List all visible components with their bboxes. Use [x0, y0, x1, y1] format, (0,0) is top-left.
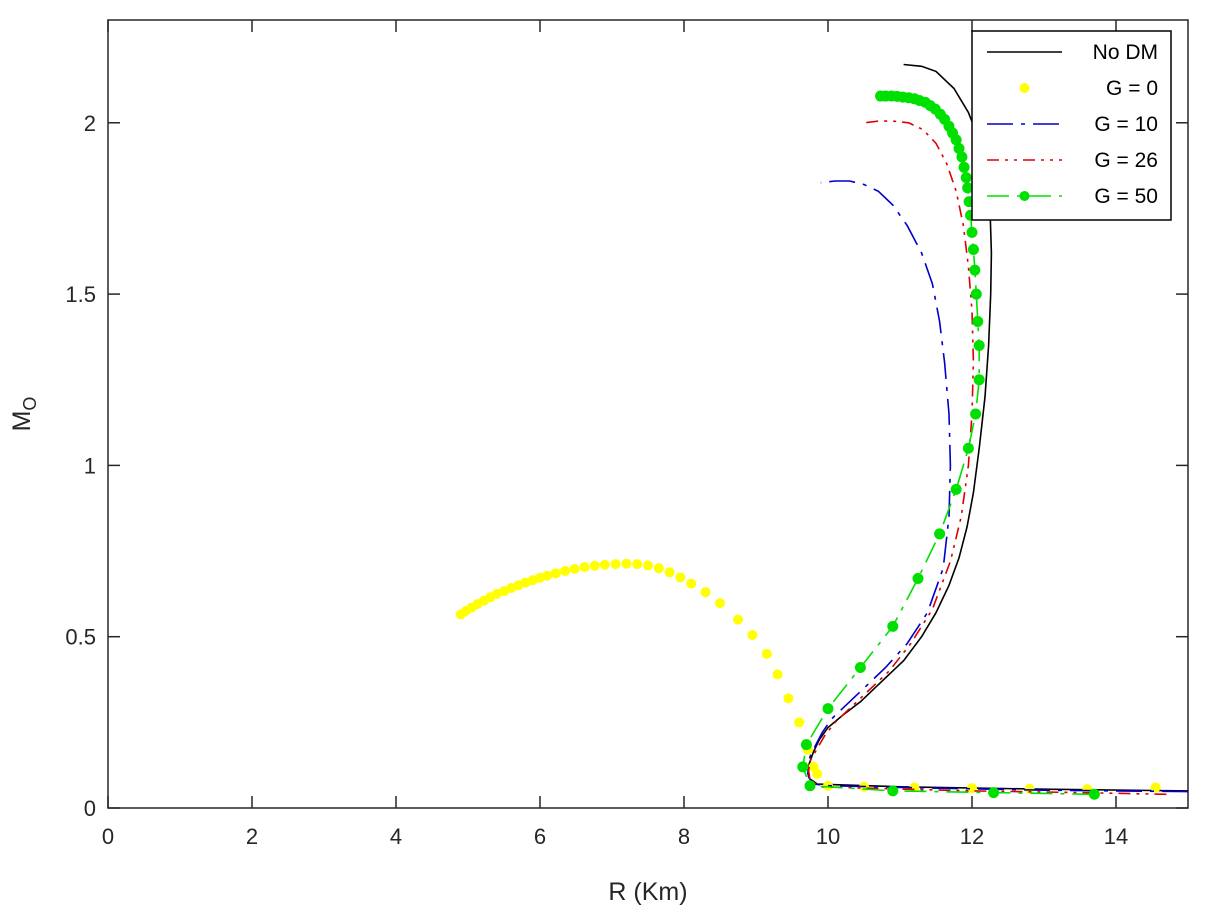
- y-axis-label: MO: [8, 397, 40, 432]
- x-tick-label: 4: [390, 824, 402, 849]
- data-point: [761, 648, 772, 659]
- legend-marker: [1019, 191, 1030, 201]
- data-point: [912, 572, 924, 584]
- data-point: [560, 565, 571, 576]
- data-point: [599, 559, 610, 570]
- data-point: [610, 559, 621, 570]
- data-point: [733, 614, 743, 625]
- axis-ticks: [107, 20, 1188, 809]
- data-point: [1150, 782, 1161, 793]
- legend-label: G = 50: [1094, 185, 1158, 208]
- data-point: [962, 182, 974, 194]
- data-point: [675, 572, 686, 583]
- axis-tick-labels: 0 2 4 6 8 10 12 14 0 0.5 1 1.5 2: [65, 111, 1128, 849]
- data-point: [783, 693, 794, 704]
- data-point: [966, 226, 978, 238]
- y-tick-label: 0: [84, 796, 96, 821]
- data-point: [664, 567, 675, 578]
- legend-item: No DM: [987, 41, 1158, 64]
- data-point: [887, 620, 899, 632]
- y-axis-label-subscript: O: [20, 397, 40, 411]
- data-point: [1024, 783, 1035, 794]
- y-tick-label: 1: [84, 453, 96, 478]
- data-point: [794, 717, 805, 728]
- data-point: [960, 172, 972, 184]
- data-point: [812, 768, 823, 779]
- data-point: [967, 244, 979, 256]
- x-tick-label: 6: [534, 824, 546, 849]
- data-point: [1088, 788, 1100, 800]
- series-line: [801, 95, 1095, 796]
- series-line: [807, 120, 1167, 796]
- data-point: [953, 142, 965, 154]
- legend-item: G = 0: [1019, 77, 1158, 100]
- data-point: [887, 785, 899, 797]
- y-tick-label: 2: [84, 111, 96, 136]
- x-tick-label: 10: [816, 824, 840, 849]
- data-point: [958, 161, 970, 173]
- legend-marker: [1019, 83, 1030, 93]
- data-point: [632, 559, 643, 570]
- data-point: [621, 558, 632, 569]
- legend-label: G = 10: [1094, 113, 1158, 136]
- data-point: [969, 264, 981, 276]
- x-tick-label: 14: [1104, 824, 1128, 849]
- data-point: [686, 578, 697, 589]
- x-axis-label: R (Km): [608, 878, 687, 906]
- legend-item: G = 10: [987, 113, 1158, 136]
- data-point: [823, 780, 833, 791]
- data-point: [772, 669, 783, 680]
- y-tick-label: 1.5: [65, 282, 96, 307]
- x-tick-label: 2: [246, 824, 258, 849]
- x-tick-label: 0: [102, 824, 114, 849]
- data-point: [934, 528, 946, 540]
- data-point: [956, 151, 968, 163]
- data-point: [800, 739, 812, 751]
- legend: No DM G = 0 G = 10 G = 26 G = 50: [971, 30, 1172, 221]
- data-point: [579, 562, 590, 573]
- data-point: [962, 442, 974, 454]
- legend-item: G = 26: [987, 149, 1158, 172]
- data-point: [970, 408, 982, 420]
- data-point: [589, 560, 600, 571]
- data-point: [875, 90, 887, 102]
- legend-label: G = 26: [1094, 149, 1158, 172]
- legend-label: G = 0: [1106, 77, 1158, 100]
- data-point: [653, 563, 664, 574]
- data-point: [972, 315, 984, 327]
- data-point: [804, 780, 816, 792]
- series-line: [806, 180, 1188, 793]
- series-layer: [455, 63, 1188, 800]
- legend-label: No DM: [1093, 41, 1158, 64]
- data-point: [643, 560, 653, 571]
- data-point: [970, 288, 982, 300]
- legend-box: [971, 30, 1172, 221]
- x-tick-label: 8: [678, 824, 690, 849]
- data-point: [950, 483, 962, 495]
- series-4: [797, 90, 1100, 800]
- legend-item: G = 50: [987, 185, 1158, 208]
- data-point: [747, 629, 758, 640]
- data-point: [822, 703, 834, 715]
- data-point: [542, 570, 553, 581]
- series-2: [806, 180, 1188, 793]
- y-axis-label-main: M: [8, 411, 36, 432]
- data-point: [715, 598, 725, 609]
- data-point: [973, 374, 985, 386]
- series-3: [807, 120, 1167, 796]
- data-point: [797, 761, 809, 773]
- data-point: [550, 568, 561, 579]
- data-point: [854, 662, 866, 674]
- y-tick-label: 0.5: [65, 625, 96, 650]
- data-point: [973, 339, 985, 351]
- x-tick-label: 12: [960, 824, 984, 849]
- data-point: [569, 563, 580, 574]
- data-point: [700, 587, 711, 598]
- data-point: [988, 787, 1000, 799]
